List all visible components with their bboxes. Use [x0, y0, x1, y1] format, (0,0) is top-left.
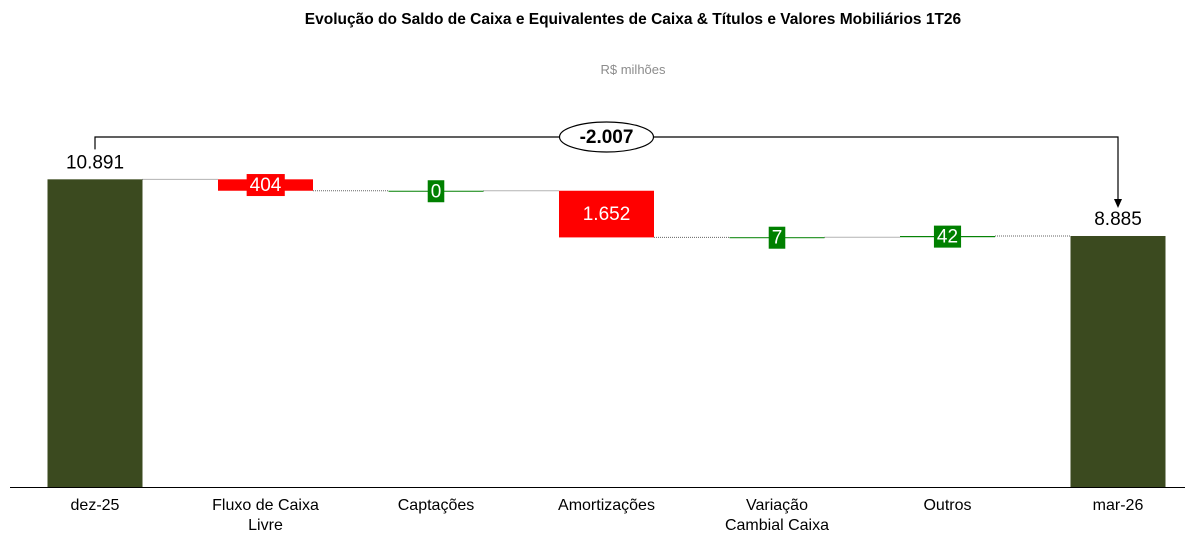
value-label-group: 1.652 [579, 203, 634, 226]
x-tick-label: mar-26 [1092, 497, 1144, 514]
value-label-bg [427, 180, 445, 203]
value-label-group: 7 [768, 226, 786, 249]
value-label: 7 [772, 228, 783, 249]
value-label-bg [768, 226, 786, 249]
value-label: 1.652 [583, 204, 631, 225]
value-label: 404 [250, 175, 282, 196]
annotation: -2.007 [580, 127, 634, 148]
value-label: 10.891 [66, 152, 124, 173]
value-label-bg [579, 203, 634, 226]
chart-title: Evolução do Saldo de Caixa e Equivalente… [304, 11, 962, 28]
annotation-arrow [1114, 198, 1122, 208]
value-label: 42 [937, 227, 958, 248]
value-label-bg [246, 174, 285, 197]
x-tick-label: Captações [397, 497, 475, 514]
bar [1070, 235, 1166, 487]
chart-subtitle: R$ milhões [600, 62, 666, 77]
x-tick-label: Variação Cambial Caixa [724, 497, 830, 534]
x-tick-label: Outros [923, 497, 972, 514]
value-label-group: 0 [427, 180, 445, 203]
x-tick-label: Fluxo de Caixa Livre [212, 497, 319, 534]
x-tick-label: Amortizações [558, 497, 655, 514]
value-label-bg [933, 225, 962, 248]
value-label: 0 [431, 181, 442, 202]
bar [47, 179, 143, 487]
value-label-group: 404 [246, 174, 285, 197]
value-label-group: 42 [933, 225, 962, 248]
x-tick-label: dez-25 [70, 497, 120, 514]
annotation-ellipse [558, 121, 655, 153]
value-label: 8.885 [1094, 209, 1142, 230]
